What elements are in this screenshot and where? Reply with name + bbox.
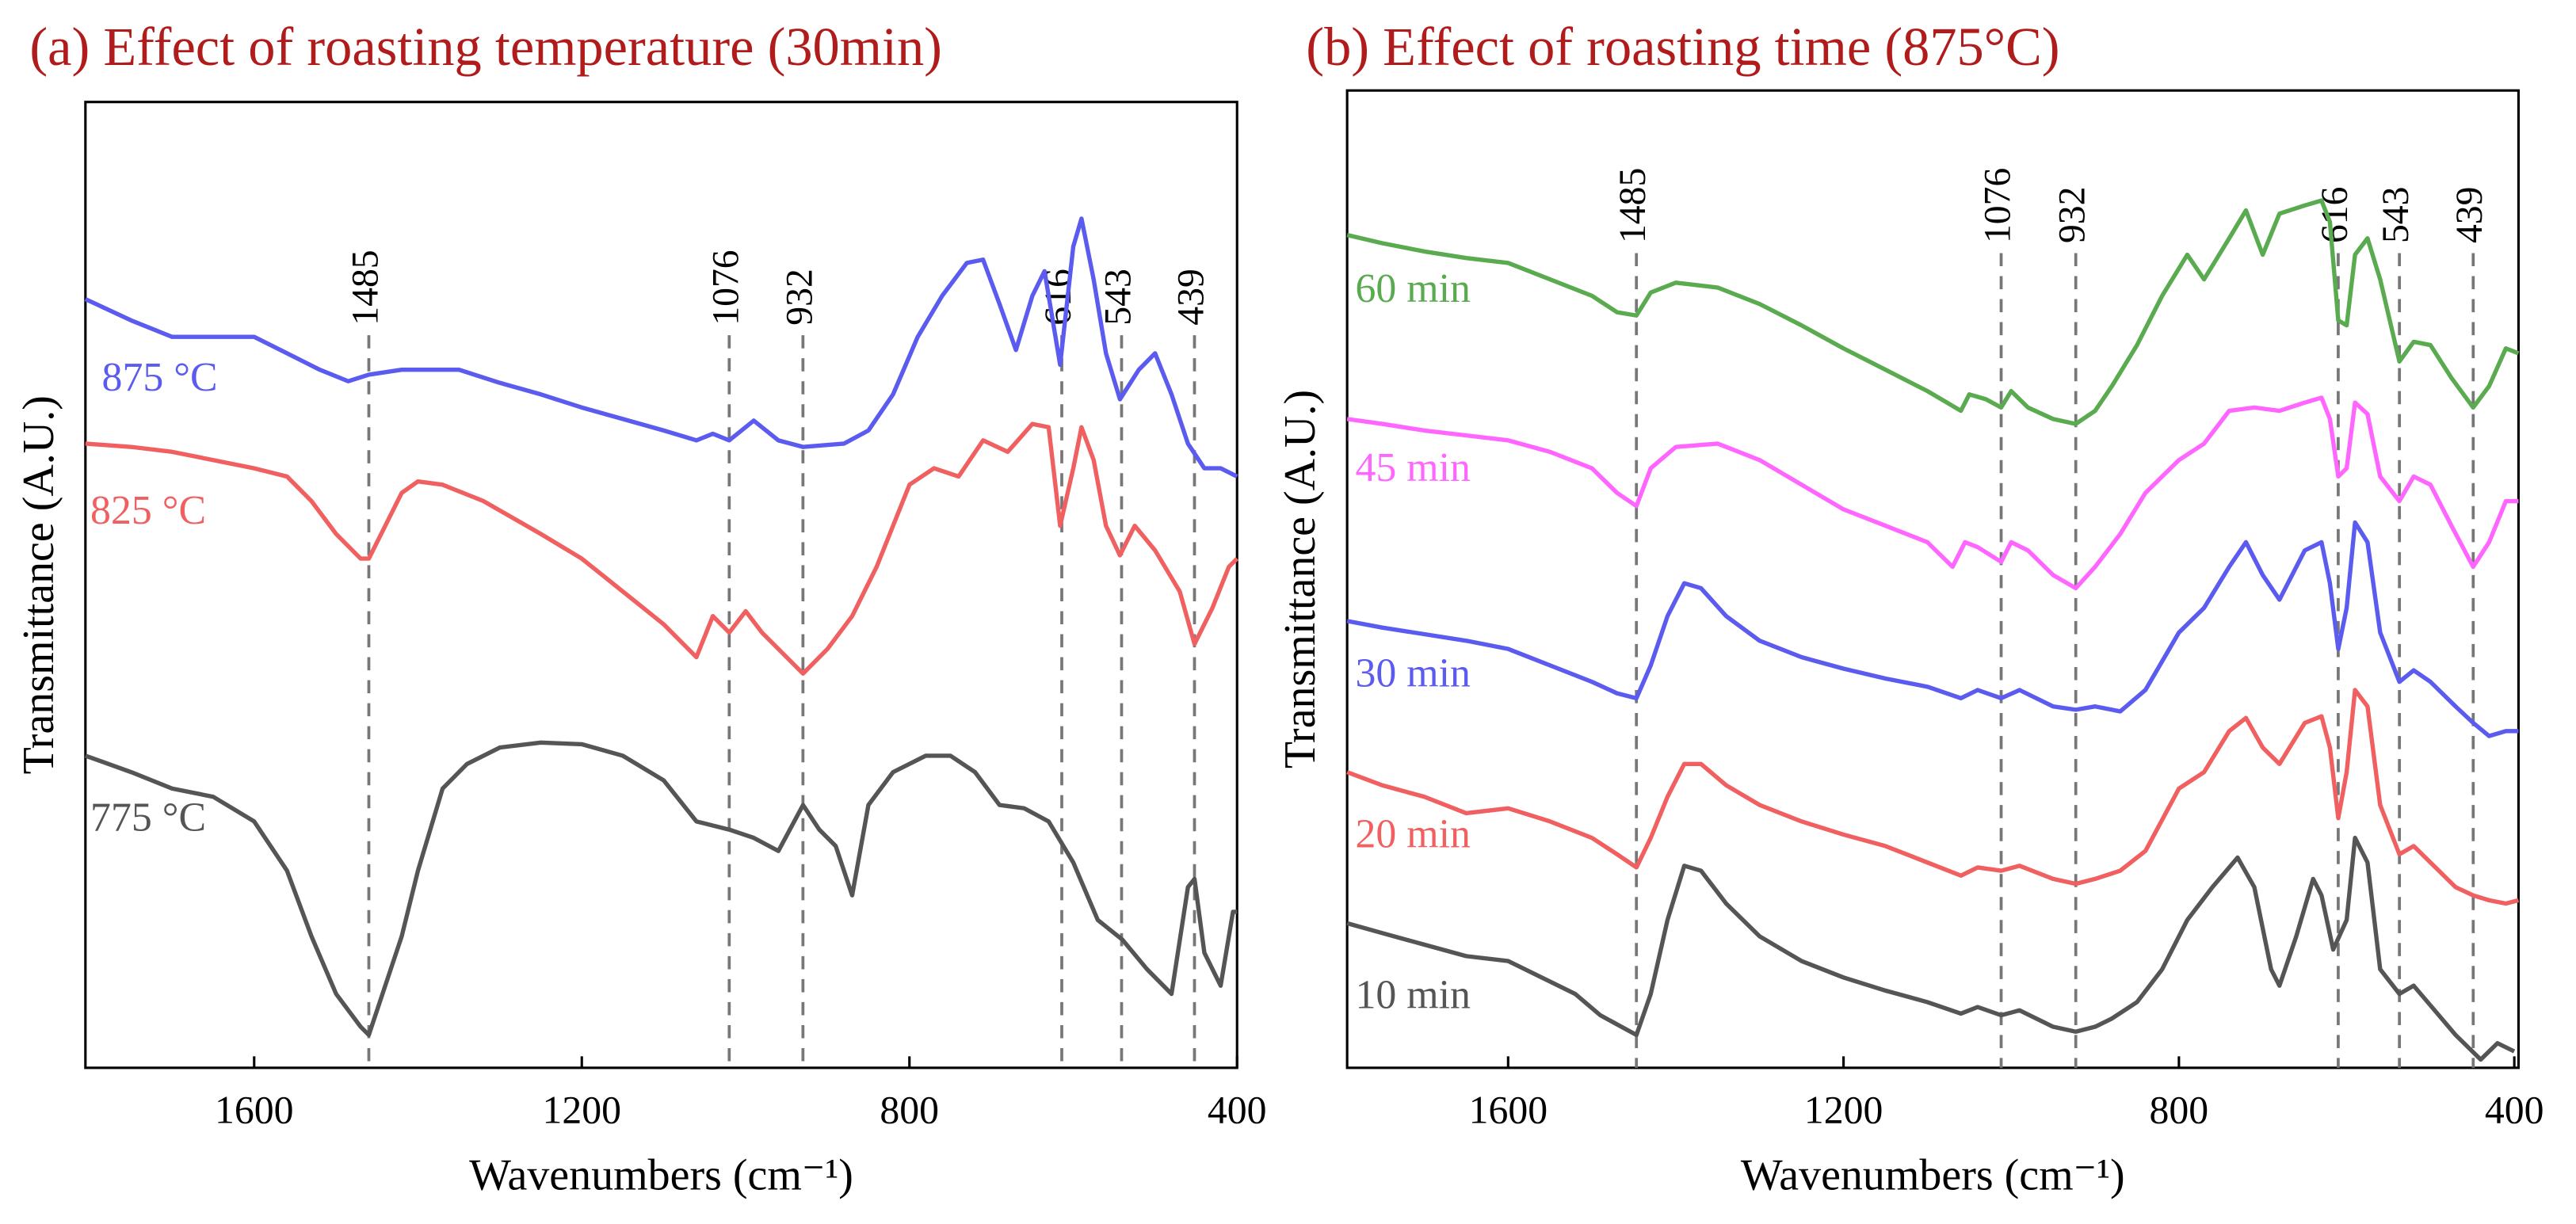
annotation-label: 1076 — [705, 250, 746, 325]
plot-frame — [84, 101, 1238, 1070]
spectrum-line — [1346, 520, 2519, 738]
spectrum-line — [1346, 198, 2520, 426]
x-axis-label: Wavenumbers (cm⁻¹) — [1741, 1151, 2125, 1200]
x-tick-label: 800 — [2150, 1088, 2209, 1131]
spectrum-line — [84, 740, 1238, 1038]
x-tick-label: 1600 — [215, 1088, 294, 1131]
annotation-label: 439 — [2449, 187, 2490, 244]
x-tick-label: 1600 — [1469, 1088, 1548, 1131]
series-label: 45 min — [1356, 445, 1471, 490]
spectrum-line — [85, 421, 1239, 676]
series-label: 825 °C — [90, 488, 206, 533]
series-label: 775 °C — [90, 795, 206, 841]
annotation-label: 932 — [779, 269, 820, 326]
spectrum-line — [84, 216, 1238, 479]
annotation-label: 543 — [1097, 269, 1139, 326]
spectrum-line — [1346, 688, 2520, 906]
series-label: 30 min — [1356, 650, 1471, 696]
x-tick-label: 1200 — [542, 1088, 621, 1131]
x-tick-label: 400 — [2485, 1088, 2544, 1131]
y-axis-label: Transmittance (A.U.) — [1276, 390, 1325, 768]
panel-title: (a) Effect of roasting temperature (30mi… — [29, 17, 942, 77]
annotation-label: 439 — [1170, 269, 1212, 326]
series-label: 20 min — [1356, 811, 1471, 856]
series-label: 10 min — [1356, 973, 1471, 1018]
annotation-label: 932 — [2052, 187, 2093, 244]
annotation-label: 1076 — [1977, 168, 2018, 243]
spectrum-line — [1346, 395, 2519, 591]
series-label: 60 min — [1356, 266, 1471, 311]
annotation-label: 1485 — [1612, 168, 1654, 243]
x-axis-label: Wavenumbers (cm⁻¹) — [469, 1151, 853, 1200]
plot-frame — [1345, 89, 2520, 1070]
x-tick-label: 800 — [880, 1088, 939, 1131]
x-tick-label: 400 — [1208, 1088, 1267, 1131]
annotation-label: 1485 — [345, 250, 386, 325]
annotation-label: 616 — [2315, 187, 2356, 244]
panel-title: (b) Effect of roasting time (875°C) — [1306, 17, 2059, 77]
y-axis-label: Transmittance (A.U.) — [14, 395, 63, 774]
x-tick-label: 1200 — [1804, 1088, 1883, 1131]
series-label: 875 °C — [102, 355, 218, 400]
spectrum-line — [1346, 835, 2516, 1062]
annotation-label: 543 — [2376, 187, 2417, 244]
